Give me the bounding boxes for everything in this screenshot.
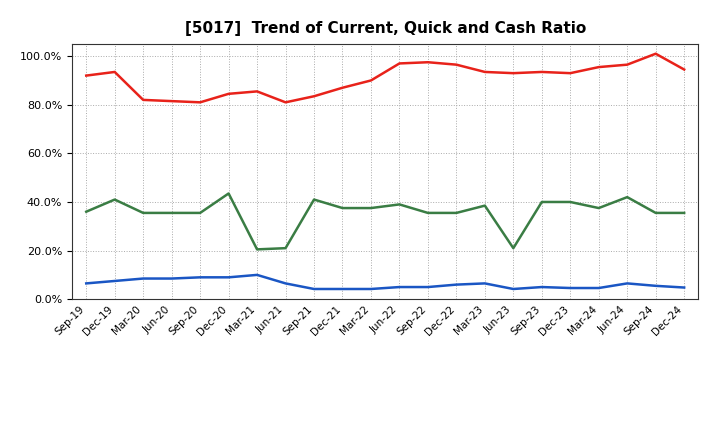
Cash Ratio [652, 283, 660, 289]
Quick Ratio [225, 191, 233, 196]
Cash Ratio [139, 276, 148, 281]
Quick Ratio [652, 210, 660, 216]
Current Ratio [82, 73, 91, 78]
Current Ratio [338, 85, 347, 90]
Cash Ratio [680, 285, 688, 290]
Line: Current Ratio: Current Ratio [86, 54, 684, 103]
Quick Ratio [366, 205, 375, 211]
Current Ratio [225, 91, 233, 96]
Cash Ratio [537, 284, 546, 290]
Quick Ratio [167, 210, 176, 216]
Current Ratio [395, 61, 404, 66]
Quick Ratio [566, 199, 575, 205]
Quick Ratio [680, 210, 688, 216]
Current Ratio [480, 70, 489, 75]
Quick Ratio [196, 210, 204, 216]
Current Ratio [139, 97, 148, 103]
Quick Ratio [452, 210, 461, 216]
Line: Cash Ratio: Cash Ratio [86, 275, 684, 289]
Cash Ratio [395, 284, 404, 290]
Title: [5017]  Trend of Current, Quick and Cash Ratio: [5017] Trend of Current, Quick and Cash … [184, 21, 586, 36]
Cash Ratio [253, 272, 261, 278]
Cash Ratio [623, 281, 631, 286]
Current Ratio [423, 59, 432, 65]
Current Ratio [167, 99, 176, 104]
Current Ratio [595, 64, 603, 70]
Cash Ratio [310, 286, 318, 292]
Cash Ratio [110, 279, 119, 284]
Cash Ratio [509, 286, 518, 292]
Cash Ratio [566, 286, 575, 291]
Current Ratio [452, 62, 461, 67]
Current Ratio [282, 100, 290, 105]
Quick Ratio [395, 202, 404, 207]
Quick Ratio [82, 209, 91, 214]
Current Ratio [537, 70, 546, 75]
Quick Ratio [338, 205, 347, 211]
Quick Ratio [423, 210, 432, 216]
Quick Ratio [595, 205, 603, 211]
Current Ratio [253, 89, 261, 94]
Current Ratio [652, 51, 660, 56]
Current Ratio [623, 62, 631, 67]
Cash Ratio [480, 281, 489, 286]
Quick Ratio [480, 203, 489, 208]
Cash Ratio [338, 286, 347, 292]
Quick Ratio [310, 197, 318, 202]
Cash Ratio [82, 281, 91, 286]
Current Ratio [680, 67, 688, 72]
Cash Ratio [423, 284, 432, 290]
Cash Ratio [595, 286, 603, 291]
Current Ratio [366, 78, 375, 83]
Cash Ratio [225, 275, 233, 280]
Quick Ratio [537, 199, 546, 205]
Current Ratio [196, 100, 204, 105]
Current Ratio [110, 70, 119, 75]
Current Ratio [566, 70, 575, 76]
Cash Ratio [452, 282, 461, 287]
Quick Ratio [139, 210, 148, 216]
Legend: Current Ratio, Quick Ratio, Cash Ratio: Current Ratio, Quick Ratio, Cash Ratio [189, 438, 582, 440]
Quick Ratio [282, 246, 290, 251]
Quick Ratio [509, 246, 518, 251]
Current Ratio [509, 70, 518, 76]
Quick Ratio [623, 194, 631, 200]
Quick Ratio [253, 247, 261, 252]
Cash Ratio [196, 275, 204, 280]
Cash Ratio [282, 281, 290, 286]
Cash Ratio [167, 276, 176, 281]
Current Ratio [310, 94, 318, 99]
Cash Ratio [366, 286, 375, 292]
Line: Quick Ratio: Quick Ratio [86, 194, 684, 249]
Quick Ratio [110, 197, 119, 202]
